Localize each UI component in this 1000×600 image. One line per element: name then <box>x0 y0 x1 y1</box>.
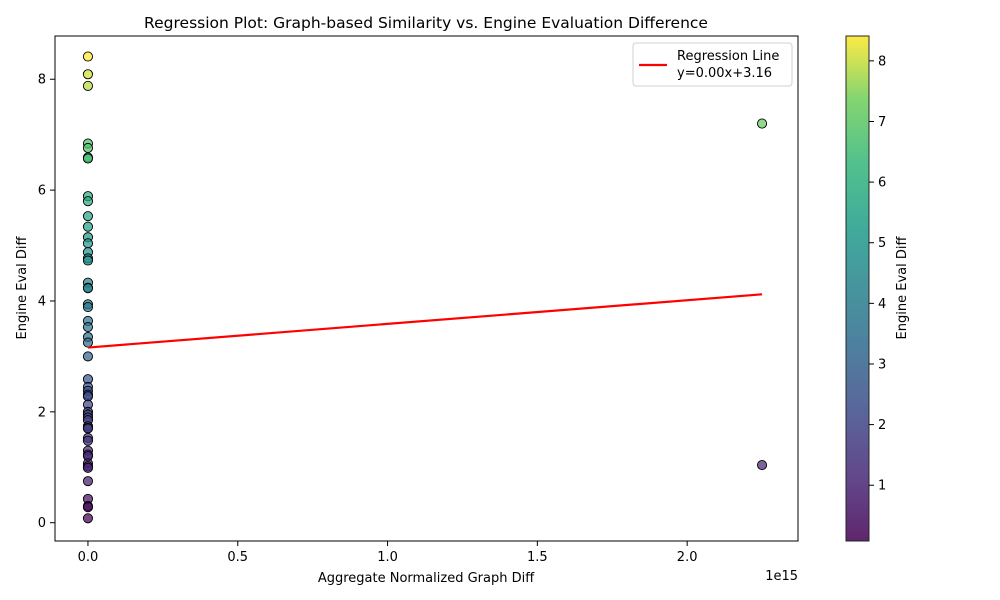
scatter-point <box>82 462 94 473</box>
colorbar-tick-label: 2 <box>878 418 886 433</box>
legend-box <box>632 42 793 87</box>
colorbar-tick-label: 4 <box>878 297 886 312</box>
x-tick-label: 2.0 <box>677 550 698 565</box>
scatter-point <box>82 502 94 513</box>
x-tick-label: 1.0 <box>377 550 398 565</box>
y-tick-label: 2 <box>38 405 46 420</box>
x-axis-label: Aggregate Normalized Graph Diff <box>318 571 535 586</box>
colorbar-tick-label: 6 <box>878 176 886 191</box>
regression-line <box>87 293 763 349</box>
scatter-point <box>756 118 768 129</box>
y-axis-label: Engine Eval Diff <box>15 236 30 340</box>
scatter-point <box>82 255 94 266</box>
scatter-point <box>82 142 94 154</box>
scatter-point <box>82 337 94 348</box>
scatter-point <box>82 153 94 164</box>
regression-line-group <box>87 293 763 349</box>
colorbar-label: Engine Eval Diff <box>895 236 910 340</box>
scatter-point <box>82 51 94 62</box>
scatter-point <box>82 196 94 207</box>
y-tick-label: 6 <box>38 184 46 199</box>
scatter-point <box>82 221 94 232</box>
scatter-point <box>82 435 94 446</box>
x-axis-offset: 1e15 <box>765 569 798 584</box>
x-tick-label: 1.5 <box>527 550 548 565</box>
colorbar: 1 2 3 4 5 6 7 8 Engine Eval Diff <box>845 35 910 542</box>
legend: Regression Line y=0.00x+3.16 <box>632 42 793 87</box>
colorbar-tick-label: 1 <box>878 479 886 494</box>
scatter-point <box>82 321 94 333</box>
x-tick-label: 0.5 <box>227 550 248 565</box>
y-tick-label: 8 <box>38 73 46 88</box>
scatter-point <box>82 351 94 362</box>
plot-area <box>55 36 798 541</box>
plot-frame <box>54 35 799 542</box>
scatter-point <box>82 80 94 91</box>
scatter-point <box>82 391 94 402</box>
scatter-point <box>82 513 94 524</box>
scatter-points <box>82 51 768 524</box>
y-axis-ticks: 0 2 4 6 8 <box>38 73 55 531</box>
x-axis-ticks: 0.0 0.5 1.0 1.5 2.0 <box>78 541 698 565</box>
legend-label-line1: Regression Line <box>677 49 779 64</box>
colorbar-tick-label: 5 <box>878 236 886 251</box>
scatter-point <box>82 283 94 294</box>
scatter-point <box>756 460 768 471</box>
scatter-point <box>82 476 94 487</box>
y-tick-label: 0 <box>38 516 46 531</box>
colorbar-tick-label: 3 <box>878 357 886 372</box>
scatter-point <box>82 211 94 222</box>
chart-title: Regression Plot: Graph-based Similarity … <box>144 14 708 32</box>
scatter-point <box>82 69 94 80</box>
colorbar-ticks: 1 2 3 4 5 6 7 8 <box>869 54 886 494</box>
colorbar-tick-label: 8 <box>878 54 886 69</box>
colorbar-tick-label: 7 <box>878 115 886 130</box>
colorbar-gradient <box>845 35 870 542</box>
scatter-point <box>82 302 94 313</box>
legend-label-line2: y=0.00x+3.16 <box>677 66 772 81</box>
scatter-point <box>82 423 94 434</box>
scatter-point <box>82 238 94 249</box>
y-tick-label: 4 <box>38 294 46 309</box>
x-tick-label: 0.0 <box>78 550 99 565</box>
